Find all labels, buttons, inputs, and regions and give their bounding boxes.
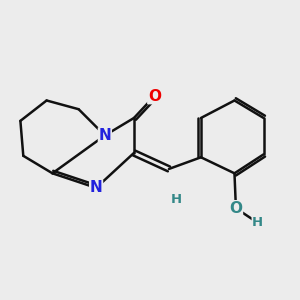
Text: N: N [90, 180, 103, 195]
Text: H: H [252, 216, 263, 229]
Text: O: O [230, 201, 242, 216]
Text: O: O [148, 88, 161, 104]
Text: H: H [171, 193, 182, 206]
Text: N: N [98, 128, 111, 143]
